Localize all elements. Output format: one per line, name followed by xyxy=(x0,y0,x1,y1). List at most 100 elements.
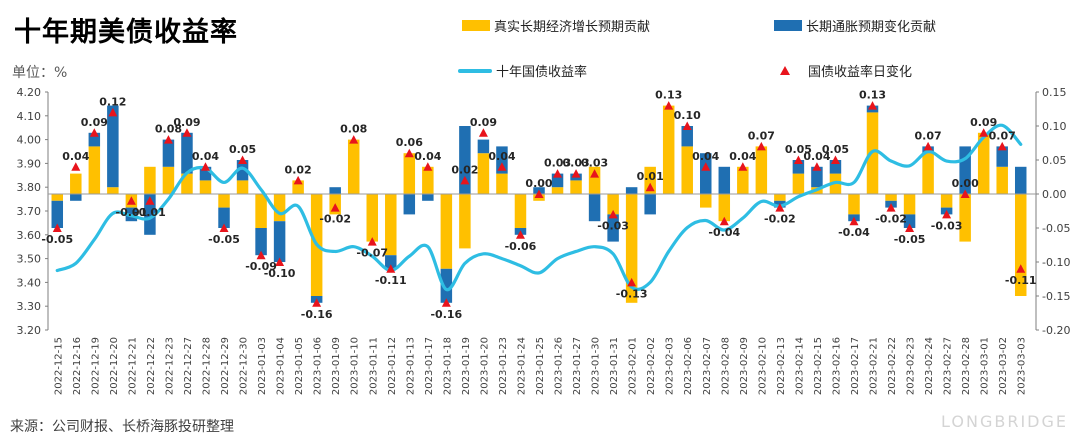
left-tick-label: 4.20 xyxy=(17,86,42,99)
left-axis: 3.20 3.30 3.40 3.50 3.60 3.70 3.80 3.90 4.00 4.10… xyxy=(17,86,49,337)
data-label: -0.01 xyxy=(116,206,148,219)
bar-real-growth xyxy=(459,194,471,249)
change-marker xyxy=(52,223,62,232)
right-tick-label: -0.05 xyxy=(1042,222,1070,235)
x-tick-label: 2022-12-28 xyxy=(201,337,212,395)
bar-inflation xyxy=(403,194,416,215)
data-label: -0.13 xyxy=(616,287,648,300)
data-label: 0.05 xyxy=(822,143,849,156)
bar-inflation xyxy=(51,200,64,228)
change-marker-series xyxy=(52,101,1026,307)
change-marker xyxy=(923,141,933,151)
x-tick-label: 2022-12-21 xyxy=(127,337,138,395)
change-marker xyxy=(997,141,1007,151)
bar-real-growth xyxy=(236,180,249,194)
data-label: -0.03 xyxy=(931,219,963,232)
x-tick-label: 2023-02-14 xyxy=(794,337,805,395)
data-label: -0.02 xyxy=(875,213,907,226)
right-tick-label: 0.00 xyxy=(1042,188,1067,201)
change-marker xyxy=(664,101,674,110)
left-tick-label: 3.60 xyxy=(17,229,42,242)
x-tick-label: 2022-12-23 xyxy=(164,337,175,395)
data-label: 0.03 xyxy=(562,157,589,170)
x-tick-label: 2023-03-02 xyxy=(998,337,1009,395)
right-tick-label: 0.15 xyxy=(1042,86,1067,99)
change-marker xyxy=(275,257,285,266)
data-label: 0.01 xyxy=(637,170,664,183)
data-label: -0.02 xyxy=(319,213,351,226)
data-label: 0.10 xyxy=(674,109,701,122)
change-marker xyxy=(590,169,600,178)
bar-real-growth xyxy=(88,146,101,194)
change-marker xyxy=(886,203,896,212)
x-tick-label: 2023-01-10 xyxy=(350,337,361,395)
bar-real-growth xyxy=(940,194,953,208)
bar-inflation xyxy=(88,132,101,147)
x-tick-label: 2023-02-13 xyxy=(776,337,787,395)
bar-real-growth xyxy=(70,173,82,194)
right-tick-label: 0.10 xyxy=(1042,120,1067,133)
bar-inflation xyxy=(551,173,564,188)
right-tick-label: 0.05 xyxy=(1042,154,1067,167)
bar-real-growth xyxy=(625,194,638,303)
change-marker xyxy=(571,169,581,178)
data-label: 0.02 xyxy=(451,163,478,176)
bar-inflation xyxy=(255,228,267,256)
x-tick-label: 2023-01-12 xyxy=(387,337,398,395)
bar-real-growth xyxy=(181,173,193,194)
data-label: -0.04 xyxy=(838,226,870,239)
x-tick-label: 2023-01-05 xyxy=(294,337,305,395)
x-tick-label: 2023-01-31 xyxy=(609,337,620,395)
change-marker xyxy=(627,277,637,287)
right-tick-label: -0.20 xyxy=(1042,324,1070,337)
change-marker xyxy=(441,298,451,307)
bar-real-growth xyxy=(774,194,786,201)
data-label: 0.09 xyxy=(470,116,497,129)
right-axis: -0.20 -0.15 -0.10 -0.05 0.00 0.05 0.10 0.15 xyxy=(1035,86,1070,337)
left-tick-label: 4.10 xyxy=(17,110,42,123)
change-marker xyxy=(71,162,81,171)
change-marker xyxy=(349,135,359,144)
bar-inflation xyxy=(607,214,619,242)
change-marker xyxy=(89,128,99,137)
x-tick-label: 2023-01-25 xyxy=(535,337,546,395)
bar-inflation xyxy=(422,194,434,201)
change-marker xyxy=(1016,264,1026,273)
legend-swatch-infl xyxy=(774,20,802,31)
bar-real-growth xyxy=(273,194,286,222)
change-marker xyxy=(793,155,803,164)
change-marker xyxy=(423,162,433,171)
change-marker xyxy=(515,230,525,239)
x-tick-label: 2022-12-30 xyxy=(239,337,250,395)
change-marker xyxy=(701,162,711,171)
bar-inflation xyxy=(1014,166,1027,194)
source-note: 来源：公司财报、长桥海豚投研整理 xyxy=(10,419,234,435)
bar-inflation xyxy=(792,160,805,174)
change-marker xyxy=(775,203,785,212)
bar-real-growth xyxy=(681,146,693,194)
bar-real-growth xyxy=(718,194,731,222)
x-tick-label: 2023-01-23 xyxy=(498,337,509,395)
change-marker xyxy=(367,237,377,246)
bar-inflation xyxy=(903,214,916,228)
bar-inflation xyxy=(459,126,471,194)
bar-real-growth xyxy=(366,194,378,242)
bar-real-growth xyxy=(551,187,564,194)
watermark-text: LONGBRIDGE xyxy=(941,412,1068,431)
bar-inflation xyxy=(959,146,971,194)
bar-real-growth xyxy=(755,146,768,194)
bar-real-growth xyxy=(922,153,934,194)
change-marker xyxy=(163,135,173,144)
data-label: -0.05 xyxy=(208,233,240,246)
bar-real-growth xyxy=(700,194,712,208)
bar-inflation xyxy=(996,146,1008,167)
x-tick-label: 2023-02-08 xyxy=(720,337,731,395)
bar-inflation xyxy=(625,187,638,194)
change-marker xyxy=(478,128,488,137)
bar-inflation xyxy=(273,221,286,262)
x-tick-label: 2023-03-03 xyxy=(1017,337,1028,395)
bar-real-growth xyxy=(199,180,212,194)
x-tick-label: 2023-01-09 xyxy=(331,337,342,395)
data-label: -0.16 xyxy=(301,308,333,321)
